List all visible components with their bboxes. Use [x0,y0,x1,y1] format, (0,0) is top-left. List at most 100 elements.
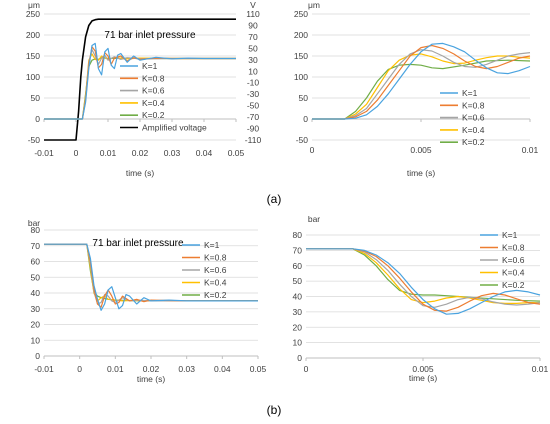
series-line [44,243,258,311]
y2-tick-label: 70 [248,32,258,42]
x-tick-label: 0.005 [412,364,434,374]
x-tick-label: 0.02 [143,364,160,374]
x-tick-label: 0.03 [178,364,195,374]
y2-tick-label: -10 [247,78,260,88]
x-tick-label: -0.01 [34,364,54,374]
series-line [312,44,531,120]
x-tick-label: 0.01 [107,364,124,374]
x-tick-label: 0 [74,148,79,158]
y-tick-label: 20 [293,322,303,332]
x-tick-label: 0.01 [522,145,539,155]
panel-label-a: (a) [267,192,282,206]
legend-label: K=0.4 [204,278,227,288]
y-axis-label: bar [308,214,320,224]
x-tick-label: 0.01 [100,148,117,158]
y-tick-label: 40 [293,292,303,302]
y-tick-label: 70 [293,245,303,255]
x-tick-label: 0 [77,364,82,374]
y-tick-label: 80 [31,225,41,235]
y2-tick-label: 110 [246,9,260,19]
y-tick-label: 10 [293,338,303,348]
x-axis-label: time (s) [137,374,166,384]
x-tick-label: 0.04 [214,364,231,374]
series-line [44,53,236,120]
x-tick-label: 0 [310,145,315,155]
series-line [312,49,531,120]
legend-label: K=0.8 [204,253,227,263]
x-axis-label: time (s) [407,168,436,178]
y-tick-label: 80 [293,230,303,240]
chart-b-left: 0 10 20 30 40 50 60 70 80 -0.01 0 0.01 0.02 0.03 0.04 0… [28,218,267,384]
chart-b-right: 0 10 20 30 40 50 60 70 80 0 0.005 0.01 time (s) bar K=… [293,214,549,383]
x-tick-label: 0.005 [410,145,432,155]
legend-label: K=0.8 [502,243,525,253]
y-tick-label: 50 [293,276,303,286]
y-axis-label: μm [308,0,320,10]
legend-label: K=0.2 [462,137,485,147]
y-tick-label: 0 [303,114,308,124]
legend-label: K=0.6 [462,113,485,123]
x-tick-label: 0.04 [196,148,213,158]
series-line [312,53,531,120]
y-tick-label: 10 [31,335,41,345]
y2-tick-label: -90 [247,124,260,134]
y-tick-label: 50 [31,272,41,282]
y2-tick-label: 90 [248,20,258,30]
y2-tick-label: -30 [247,89,260,99]
y2-tick-label: 30 [248,55,258,65]
legend-label: K=0.4 [142,98,165,108]
series-line [44,57,236,120]
chart-title: 71 bar inlet pressure [104,30,196,41]
y-tick-label: 50 [299,93,309,103]
y-tick-label: 200 [294,30,308,40]
y-tick-label: 100 [26,72,40,82]
legend-label: K=0.6 [204,265,227,275]
series-line [306,248,541,302]
y-tick-label: 70 [31,241,41,251]
y2-tick-label: -50 [247,101,260,111]
legend-label: K=1 [204,240,220,250]
x-axis-label: time (s) [126,168,155,178]
y-axis-label: bar [28,218,40,228]
y-tick-label: 100 [294,72,308,82]
legend-label: K=0.4 [462,125,485,135]
y2-tick-label: -70 [247,112,260,122]
x-tick-label: 0.03 [164,148,181,158]
x-tick-label: 0.05 [250,364,267,374]
y-tick-label: 60 [293,261,303,271]
y-tick-label: 50 [31,93,41,103]
y2-tick-label: 50 [248,43,258,53]
x-tick-label: 0 [304,364,309,374]
series-line [306,248,541,312]
legend-label: K=1 [462,88,478,98]
y-tick-label: 250 [294,9,308,19]
y-tick-label: 0 [297,353,302,363]
x-tick-label: 0.01 [532,364,549,374]
y-tick-label: 40 [31,288,41,298]
y-tick-label: -50 [296,135,309,145]
legend-label: K=0.2 [502,280,525,290]
legend-label: K=1 [142,61,158,71]
legend-label: K=0.2 [204,290,227,300]
x-tick-label: -0.01 [34,148,54,158]
y-tick-label: 30 [31,304,41,314]
panel-label-b: (b) [267,403,282,417]
legend-label: K=0.2 [142,110,165,120]
y-tick-label: 200 [26,30,40,40]
legend-label: K=0.6 [502,255,525,265]
series-line [312,42,531,120]
y-tick-label: 250 [26,9,40,19]
chart-a-left: -50050100150200250-110-90-70-50-30-10103… [26,0,262,178]
x-tick-label: 0.05 [228,148,245,158]
y-tick-label: 20 [31,320,41,330]
y2-axis-label: V [250,0,256,10]
legend-label: K=0.6 [142,86,165,96]
y-axis-label: μm [28,0,40,10]
chart-title: 71 bar inlet pressure [92,238,184,249]
y-tick-label: 60 [31,257,41,267]
legend-label: K=0.8 [462,100,485,110]
y-tick-label: 0 [35,351,40,361]
y-tick-label: 150 [26,51,40,61]
